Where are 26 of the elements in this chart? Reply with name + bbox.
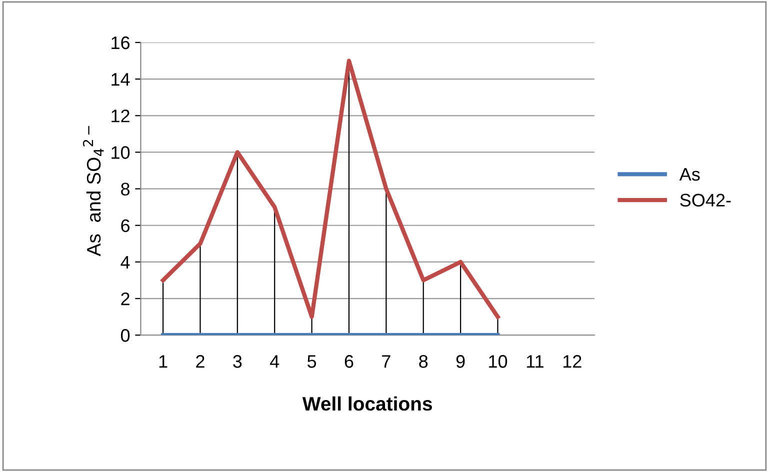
x-tick-label: 12 [563, 355, 582, 368]
x-axis-title: Well locations [302, 396, 432, 411]
y-tick-label: 16 [112, 36, 130, 50]
legend-label: As [679, 168, 700, 181]
x-tick-label: 7 [382, 355, 390, 368]
x-tick-label: 11 [526, 355, 544, 368]
x-tick-label: 8 [419, 355, 428, 368]
x-tick-label: 3 [233, 355, 242, 368]
line-series [160, 58, 500, 319]
x-tick-label: 1 [159, 355, 168, 368]
x-tick-label: 2 [196, 355, 204, 368]
x-tick-label: 6 [344, 355, 354, 368]
y-tick-label: 10 [112, 146, 130, 159]
y-tick-label: 14 [112, 73, 130, 86]
y-tick-label: 6 [121, 219, 130, 232]
x-tick-label: 10 [489, 355, 508, 368]
y-tick-label: 0 [120, 329, 130, 342]
y-tick-label: 8 [121, 182, 130, 196]
x-tick-label: 4 [270, 355, 280, 368]
legend-label: SO42- [680, 194, 731, 207]
x-tick-label: 9 [456, 355, 465, 368]
y-tick-label: 12 [112, 110, 130, 122]
y-tick-label: 2 [121, 292, 130, 306]
y-axis-title: As and SO$_{4}$$^{2−}$ [82, 126, 104, 256]
x-tick-label: 5 [308, 355, 316, 368]
y-tick-label: 4 [120, 256, 130, 268]
